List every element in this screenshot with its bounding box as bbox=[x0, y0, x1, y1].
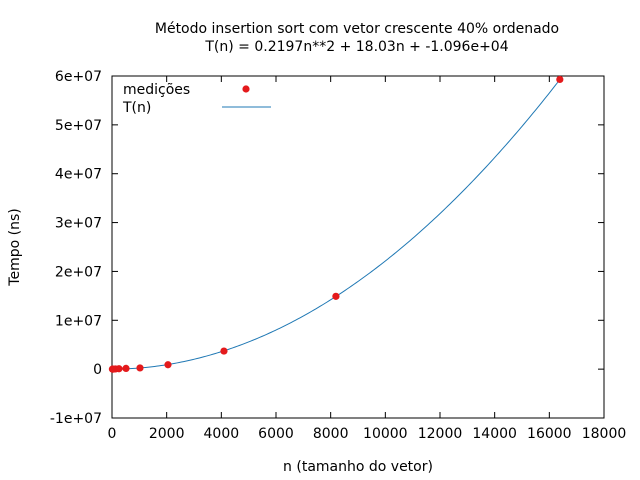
data-point bbox=[122, 364, 130, 373]
y-tick-label: 4e+07 bbox=[55, 167, 102, 183]
chart-title: Método insertion sort com vetor crescent… bbox=[155, 21, 559, 37]
x-tick-label: 4000 bbox=[204, 426, 240, 442]
x-tick-label: 0 bbox=[108, 426, 117, 442]
x-tick-label: 10000 bbox=[363, 426, 408, 442]
data-point bbox=[164, 361, 172, 369]
x-tick-label: 8000 bbox=[313, 426, 349, 442]
data-point bbox=[556, 75, 564, 84]
data-points-layer bbox=[108, 75, 564, 373]
y-tick-label: 5e+07 bbox=[55, 118, 102, 134]
y-axis-label: Tempo (ns) bbox=[7, 208, 23, 286]
legend-label-medicoes: medições bbox=[123, 82, 190, 98]
y-tick-label: 0 bbox=[93, 362, 102, 378]
y-tick-label: 2e+07 bbox=[55, 264, 102, 280]
legend-swatch-medicoes bbox=[242, 85, 250, 93]
x-tick-label: 18000 bbox=[582, 426, 627, 442]
y-tick-label: -1e+07 bbox=[50, 411, 102, 427]
x-tick-label: 2000 bbox=[149, 426, 185, 442]
y-axis: -1e+07 0 1e+07 2e+07 3e+07 4e+07 5e+07 6e+07 bbox=[50, 69, 604, 427]
x-tick-label: 12000 bbox=[418, 426, 463, 442]
chart-subtitle: T(n) = 0.2197n**2 + 18.03n + -1.096e+04 bbox=[204, 39, 508, 55]
x-tick-label: 16000 bbox=[527, 426, 572, 442]
y-tick-label: 3e+07 bbox=[55, 216, 102, 232]
fit-curve-layer bbox=[111, 79, 561, 370]
y-tick-label: 1e+07 bbox=[55, 313, 102, 329]
data-point bbox=[332, 292, 340, 300]
legend: medições T(n) bbox=[122, 82, 271, 116]
data-point bbox=[115, 365, 123, 373]
x-tick-label: 14000 bbox=[472, 426, 517, 442]
x-axis-label: n (tamanho do vetor) bbox=[283, 459, 433, 475]
data-point bbox=[220, 347, 228, 355]
legend-label-tn: T(n) bbox=[122, 100, 151, 116]
fit-curve-line bbox=[111, 79, 561, 370]
x-tick-label: 6000 bbox=[258, 426, 294, 442]
plot-frame bbox=[111, 75, 605, 419]
x-axis: 0 2000 4000 6000 8000 10000 12000 14000 16000 180… bbox=[108, 76, 627, 442]
data-point bbox=[136, 364, 144, 372]
y-tick-label: 6e+07 bbox=[55, 69, 102, 85]
